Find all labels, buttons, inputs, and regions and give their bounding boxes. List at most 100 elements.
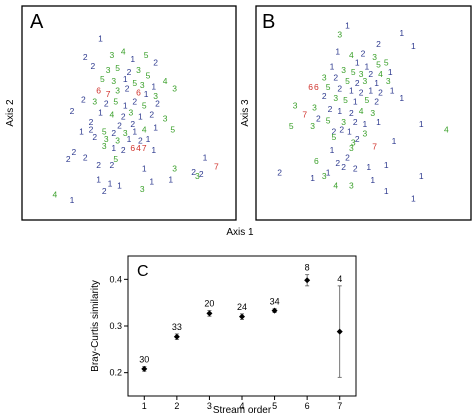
sample-size-label: 30 [139, 355, 149, 365]
ordination-point: 1 [419, 119, 424, 129]
ordination-point: 1 [399, 93, 404, 103]
ordination-point: 2 [89, 125, 94, 135]
ordination-point: 1 [168, 175, 173, 185]
ordination-point: 1 [70, 195, 75, 205]
ordination-point: 1 [392, 136, 397, 146]
ordination-point: 5 [113, 97, 118, 107]
ordination-point: 2 [153, 58, 158, 68]
ordination-point: 4 [136, 143, 141, 153]
ordination-point: 2 [353, 117, 358, 127]
ordination-point: 3 [372, 52, 377, 62]
ordination-point: 2 [376, 39, 381, 49]
ordination-point: 2 [328, 104, 333, 114]
ordination-point: 3 [359, 69, 364, 79]
panel-b-frame [255, 5, 472, 221]
ordination-point: 2 [199, 169, 204, 179]
ordination-point: 2 [81, 95, 86, 105]
ordination-point: 3 [349, 180, 354, 190]
mean-marker [173, 333, 180, 340]
ordination-point: 5 [326, 82, 331, 92]
ordination-point: 2 [110, 160, 115, 170]
ordination-point: 1 [149, 177, 154, 187]
ordination-point: 6 [130, 143, 135, 153]
ordination-point: 3 [351, 138, 356, 148]
ordination-point: 2 [361, 48, 366, 58]
ordination-point: 2 [138, 136, 143, 146]
ordination-point: 5 [332, 132, 337, 142]
ordination-point: 1 [130, 54, 135, 64]
ordination-point: 3 [337, 30, 342, 40]
ordination-point: 2 [96, 160, 101, 170]
ordination-point: 1 [419, 171, 424, 181]
ordination-point: 7 [302, 110, 307, 120]
x-tick-label: 5 [272, 401, 277, 411]
ordination-point: 5 [146, 71, 151, 81]
ordination-point: 2 [132, 97, 137, 107]
ordination-point: 1 [310, 173, 315, 183]
panel-a-ylabel: Axis 2 [5, 99, 16, 127]
ordination-point: 1 [370, 175, 375, 185]
ordination-point: 1 [111, 143, 116, 153]
ordination-point: 2 [332, 127, 337, 137]
ordination-point: 2 [333, 73, 338, 83]
panel-a-frame [21, 5, 237, 221]
sample-size-label: 4 [337, 274, 342, 284]
x-tick-label: 6 [305, 401, 310, 411]
ordination-point: 3 [110, 50, 115, 60]
ordination-point: 4 [163, 76, 168, 86]
ordination-point: 2 [89, 117, 94, 127]
ordination-point: 2 [130, 119, 135, 129]
ordination-point: 1 [330, 61, 335, 71]
ordination-point: 5 [376, 60, 381, 70]
ordination-point: 5 [144, 50, 149, 60]
ordination-point: 1 [142, 164, 147, 174]
panel-c-axes: 1 2 3 4 5 6 70.20.30.4 [109, 274, 342, 411]
ordination-point: 2 [374, 97, 379, 107]
ordination-point: 2 [339, 125, 344, 135]
ordination-point: 2 [104, 98, 109, 108]
ordination-point: 2 [359, 87, 364, 97]
ordination-point: 3 [106, 65, 111, 75]
ordination-point: 1 [411, 41, 416, 51]
ordination-point: 1 [203, 152, 208, 162]
ordination-point: 1 [374, 78, 379, 88]
ordination-point: 1 [349, 86, 354, 96]
x-tick-label: 4 [239, 401, 244, 411]
ordination-point: 1 [117, 180, 122, 190]
ordination-point: 2 [102, 186, 107, 196]
ordination-point: 5 [132, 78, 137, 88]
ordination-point: 1 [138, 111, 143, 121]
ordination-point: 2 [70, 106, 75, 116]
ordination-point: 1 [376, 117, 381, 127]
ordination-point: 2 [72, 147, 77, 157]
ordination-point: 5 [326, 115, 331, 125]
ordination-point: 3 [140, 80, 145, 90]
ordination-point: 1 [326, 167, 331, 177]
ordination-point: 3 [363, 128, 368, 138]
ordination-point: 2 [92, 132, 97, 142]
ordination-point: 2 [83, 152, 88, 162]
ordination-point: 1 [345, 20, 350, 30]
ordination-point: 1 [123, 100, 128, 110]
ordination-point: 2 [117, 121, 122, 131]
ordination-point: 2 [191, 167, 196, 177]
ordination-point: 2 [149, 110, 154, 120]
ordination-point: 3 [153, 91, 158, 101]
panel-c-label: C [137, 263, 149, 280]
ordination-point: 3 [172, 164, 177, 174]
x-tick-label: 1 [142, 401, 147, 411]
ordination-point: 4 [53, 190, 58, 200]
ordination-point: 3 [163, 113, 168, 123]
ordination-point: 3 [386, 76, 391, 86]
ordination-point: 5 [113, 154, 118, 164]
ordination-point: 6 [136, 87, 141, 97]
ordination-point: 2 [83, 52, 88, 62]
ordination-point: 2 [125, 84, 130, 94]
ordination-point: 1 [355, 58, 360, 68]
ordination-point: 1 [388, 67, 393, 77]
panel-c-frame [127, 255, 357, 397]
mean-marker [141, 365, 148, 372]
ordination-point: 3 [115, 136, 120, 146]
